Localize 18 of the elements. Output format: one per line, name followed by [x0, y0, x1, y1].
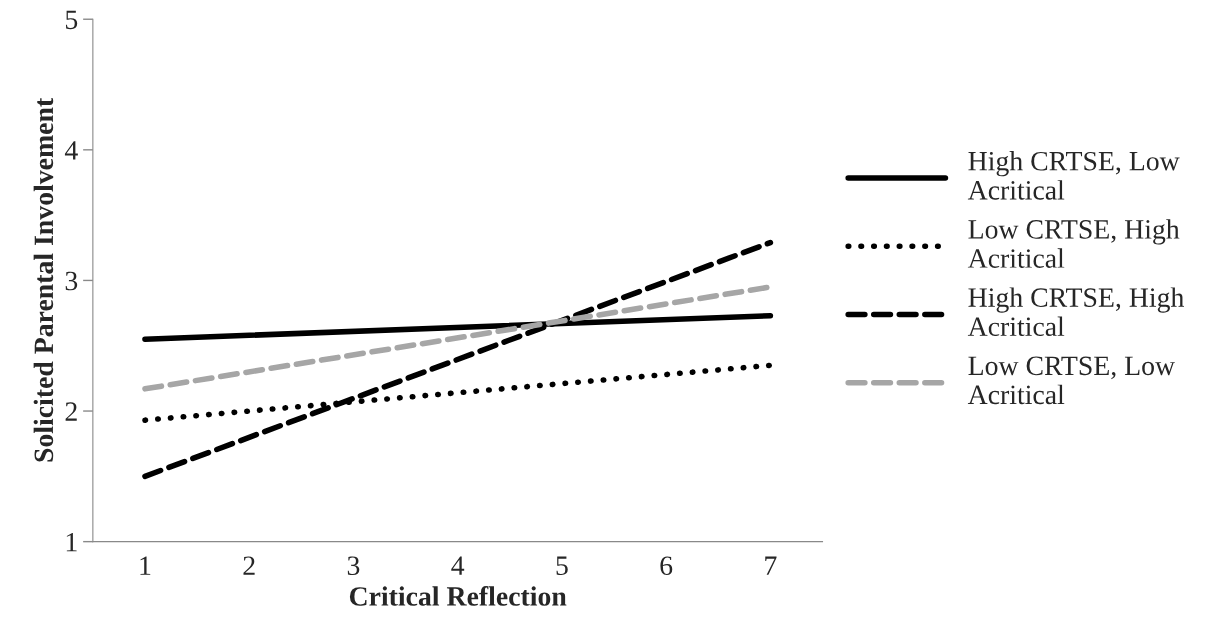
- y-tick-label: 5: [66, 10, 78, 30]
- legend-label: Low CRTSE, High Acritical: [967, 219, 1180, 268]
- x-tick-label: 6: [660, 556, 673, 576]
- legend-label: Low CRTSE, Low Acritical: [967, 356, 1175, 405]
- y-axis-title: Solicited Parental Involvement: [33, 97, 54, 462]
- legend-label: High CRTSE, High Acritical: [967, 287, 1184, 337]
- y-tick-label: 2: [65, 402, 77, 421]
- y-tick-label: 1: [66, 532, 77, 552]
- x-tick-label: 5: [556, 556, 568, 576]
- y-tick-label: 4: [64, 141, 78, 160]
- x-tick-label: 2: [243, 556, 255, 575]
- x-tick-label: 4: [451, 556, 465, 575]
- legend-label: High CRTSE, Low Acritical: [967, 151, 1180, 200]
- x-tick-label: 7: [765, 556, 777, 575]
- y-tick-label: 3: [65, 271, 78, 291]
- x-axis-title: Critical Reflection: [349, 586, 567, 606]
- x-tick-label: 1: [140, 556, 151, 575]
- x-tick-label: 3: [347, 556, 360, 576]
